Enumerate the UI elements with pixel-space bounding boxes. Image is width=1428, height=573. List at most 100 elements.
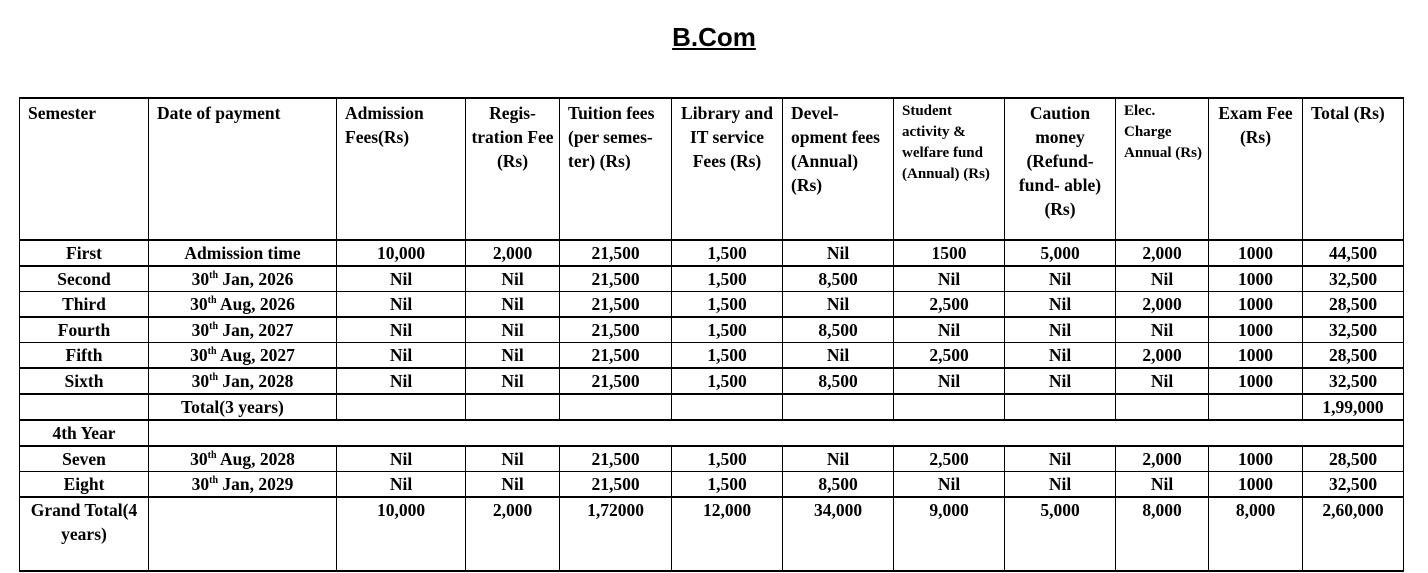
semester-cell: Eight bbox=[19, 471, 149, 498]
payment-date-cell: 30th Jan, 2026 bbox=[148, 265, 337, 292]
date-ordinal-suffix: th bbox=[209, 270, 219, 282]
date-ordinal-suffix: th bbox=[207, 346, 217, 358]
fee-cell: 1000 bbox=[1208, 265, 1303, 292]
grand-total-value: 34,000 bbox=[782, 496, 894, 572]
fee-cell: 1,500 bbox=[671, 291, 783, 318]
empty-cell bbox=[671, 393, 783, 421]
fee-cell: Nil bbox=[893, 265, 1005, 292]
date-ordinal-suffix: th bbox=[207, 450, 217, 462]
column-header: Tuition fees (per semes- ter) (Rs) bbox=[559, 97, 672, 241]
column-header: Devel- opment fees (Annual) (Rs) bbox=[782, 97, 894, 241]
empty-cell bbox=[336, 393, 466, 421]
fee-cell: 2,000 bbox=[465, 239, 560, 267]
grand-total-value: 2,000 bbox=[465, 496, 560, 572]
fee-cell: Nil bbox=[1004, 342, 1116, 369]
fee-cell: 8,500 bbox=[782, 316, 894, 343]
column-header: Caution money (Refund- fund- able)(Rs) bbox=[1004, 97, 1116, 241]
fee-cell: 8,500 bbox=[782, 367, 894, 395]
fee-cell: Nil bbox=[782, 239, 894, 267]
fee-cell: Nil bbox=[336, 445, 466, 472]
payment-date-cell: 30th Aug, 2027 bbox=[148, 342, 337, 369]
fee-cell: Nil bbox=[336, 367, 466, 395]
fee-cell: 1,500 bbox=[671, 471, 783, 498]
payment-date-cell: Admission time bbox=[148, 239, 337, 267]
header-row: Semester Date of payment Admission Fees(Rs… bbox=[19, 97, 1404, 241]
table-row: Seven 30th Aug, 2028 Nil Nil 21,500 1,500 Nil 2… bbox=[19, 445, 1404, 472]
fee-cell: 1000 bbox=[1208, 239, 1303, 267]
fourth-year-row: 4th Year bbox=[19, 419, 1404, 447]
fee-cell: Nil bbox=[1004, 265, 1116, 292]
fee-cell: 1,500 bbox=[671, 445, 783, 472]
fee-cell: 21,500 bbox=[559, 239, 672, 267]
fee-cell: 21,500 bbox=[559, 291, 672, 318]
fee-cell: 28,500 bbox=[1302, 342, 1404, 369]
fee-cell: Nil bbox=[782, 445, 894, 472]
grand-total-value: 10,000 bbox=[336, 496, 466, 572]
fee-cell: Nil bbox=[465, 291, 560, 318]
fee-cell: Nil bbox=[1115, 265, 1209, 292]
three-year-total-row: Total(3 years) 1,99,000 bbox=[19, 393, 1404, 421]
fee-cell: Nil bbox=[1004, 316, 1116, 343]
payment-date-cell: 30th Jan, 2028 bbox=[148, 367, 337, 395]
table-row: Second 30th Jan, 2026 Nil Nil 21,500 1,500 8,5… bbox=[19, 265, 1404, 292]
grand-total-value: 8,000 bbox=[1115, 496, 1209, 572]
fee-cell: Nil bbox=[336, 471, 466, 498]
fee-cell: 1000 bbox=[1208, 445, 1303, 472]
fee-cell: 21,500 bbox=[559, 367, 672, 395]
fee-cell: Nil bbox=[1004, 367, 1116, 395]
fee-cell: 10,000 bbox=[336, 239, 466, 267]
fee-cell: 1,500 bbox=[671, 342, 783, 369]
fee-cell: 2,500 bbox=[893, 342, 1005, 369]
fee-cell: Nil bbox=[1115, 471, 1209, 498]
fee-cell: 28,500 bbox=[1302, 291, 1404, 318]
fee-cell: Nil bbox=[782, 291, 894, 318]
empty-cell bbox=[559, 393, 672, 421]
fee-cell: 1,500 bbox=[671, 367, 783, 395]
fee-cell: 21,500 bbox=[559, 471, 672, 498]
grand-total-row: Grand Total(4 years) 10,000 2,000 1,72000 12… bbox=[19, 496, 1404, 572]
fee-cell: Nil bbox=[893, 316, 1005, 343]
column-header: Date of payment bbox=[148, 97, 337, 241]
fee-cell: 8,500 bbox=[782, 265, 894, 292]
fee-cell: Nil bbox=[1115, 316, 1209, 343]
fee-cell: 32,500 bbox=[1302, 316, 1404, 343]
grand-total-value: 12,000 bbox=[671, 496, 783, 572]
fee-cell: 1,500 bbox=[671, 265, 783, 292]
fee-cell: Nil bbox=[336, 316, 466, 343]
payment-date-cell: 30th Aug, 2026 bbox=[148, 291, 337, 318]
fee-cell: Nil bbox=[336, 265, 466, 292]
fee-cell: 2,000 bbox=[1115, 291, 1209, 318]
fee-cell: Nil bbox=[465, 471, 560, 498]
semester-cell: Sixth bbox=[19, 367, 149, 395]
fee-cell: 32,500 bbox=[1302, 367, 1404, 395]
column-header: Student activity & welfare fund (Annual)… bbox=[893, 97, 1005, 241]
empty-cell bbox=[893, 393, 1005, 421]
grand-total-label: Grand Total(4 years) bbox=[19, 496, 149, 572]
fee-cell: 2,000 bbox=[1115, 239, 1209, 267]
grand-total-value: 5,000 bbox=[1004, 496, 1116, 572]
empty-cell bbox=[465, 393, 560, 421]
column-header: Admission Fees(Rs) bbox=[336, 97, 466, 241]
semester-cell: First bbox=[19, 239, 149, 267]
fee-cell: Nil bbox=[893, 367, 1005, 395]
semester-cell: Seven bbox=[19, 445, 149, 472]
fee-cell: 28,500 bbox=[1302, 445, 1404, 472]
fee-cell: Nil bbox=[465, 316, 560, 343]
table-row: Fourth 30th Jan, 2027 Nil Nil 21,500 1,500 8,5… bbox=[19, 316, 1404, 343]
empty-cell bbox=[19, 393, 149, 421]
fee-cell: 1000 bbox=[1208, 291, 1303, 318]
fee-cell: 1500 bbox=[893, 239, 1005, 267]
payment-date-cell: 30th Jan, 2027 bbox=[148, 316, 337, 343]
column-header: Semester bbox=[19, 97, 149, 241]
fee-cell: 2,500 bbox=[893, 445, 1005, 472]
semester-cell: Fourth bbox=[19, 316, 149, 343]
empty-cell bbox=[1115, 393, 1209, 421]
fee-cell: Nil bbox=[465, 445, 560, 472]
fee-cell: 2,000 bbox=[1115, 445, 1209, 472]
fee-cell: 1000 bbox=[1208, 342, 1303, 369]
fee-cell: Nil bbox=[336, 291, 466, 318]
table-row: Fifth 30th Aug, 2027 Nil Nil 21,500 1,500 Nil 2… bbox=[19, 342, 1404, 369]
fee-cell: Nil bbox=[465, 342, 560, 369]
fee-cell: 1,500 bbox=[671, 239, 783, 267]
empty-cell bbox=[1208, 393, 1303, 421]
